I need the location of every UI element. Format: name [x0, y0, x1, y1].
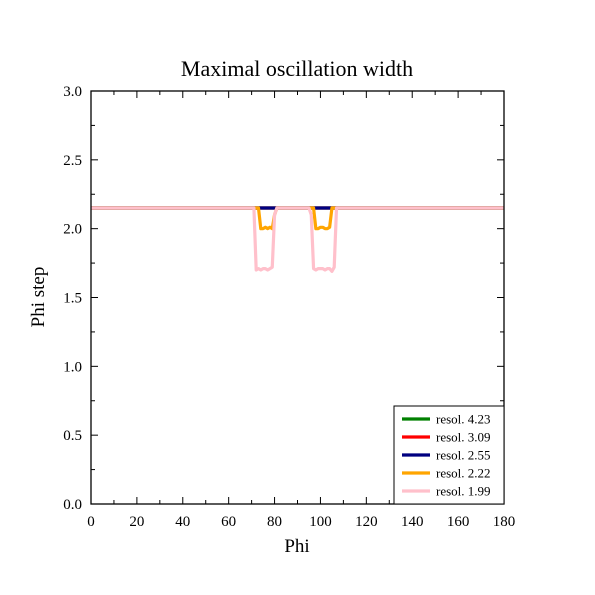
legend-label: resol. 3.09 — [436, 430, 491, 445]
chart-title: Maximal oscillation width — [181, 56, 413, 81]
x-tick-label: 0 — [87, 514, 95, 530]
y-tick-label: 3.0 — [63, 84, 82, 100]
legend-label: resol. 4.23 — [436, 412, 491, 427]
x-tick-label: 180 — [493, 514, 516, 530]
y-tick-label: 1.0 — [63, 359, 82, 375]
y-tick-label: 1.5 — [63, 291, 82, 307]
y-axis-label: Phi step — [28, 267, 49, 328]
x-tick-label: 160 — [447, 514, 470, 530]
x-tick-label: 140 — [401, 514, 424, 530]
x-tick-label: 120 — [355, 514, 378, 530]
x-tick-label: 80 — [267, 514, 282, 530]
series-line-5 — [91, 206, 504, 273]
y-tick-label: 0.0 — [63, 497, 82, 513]
y-tick-label: 2.0 — [63, 222, 82, 238]
series-group — [91, 206, 504, 273]
x-tick-label: 40 — [175, 514, 190, 530]
legend: resol. 4.23 resol. 3.09 resol. 2.55 resol. … — [393, 405, 505, 505]
y-tick-label: 2.5 — [63, 153, 82, 169]
legend-label: resol. 2.22 — [436, 466, 491, 481]
y-tick-label: 0.5 — [63, 428, 82, 444]
ticks-group: 0 20 40 60 80 100 120 140 160 180 0.0 0.5 1.0 1.5 2.0 2… — [63, 84, 515, 530]
x-axis-label: Phi — [284, 536, 309, 557]
x-tick-label: 100 — [309, 514, 332, 530]
x-tick-label: 20 — [129, 514, 144, 530]
legend-label: resol. 1.99 — [436, 484, 491, 499]
x-tick-label: 60 — [221, 514, 236, 530]
legend-label: resol. 2.55 — [436, 448, 491, 463]
